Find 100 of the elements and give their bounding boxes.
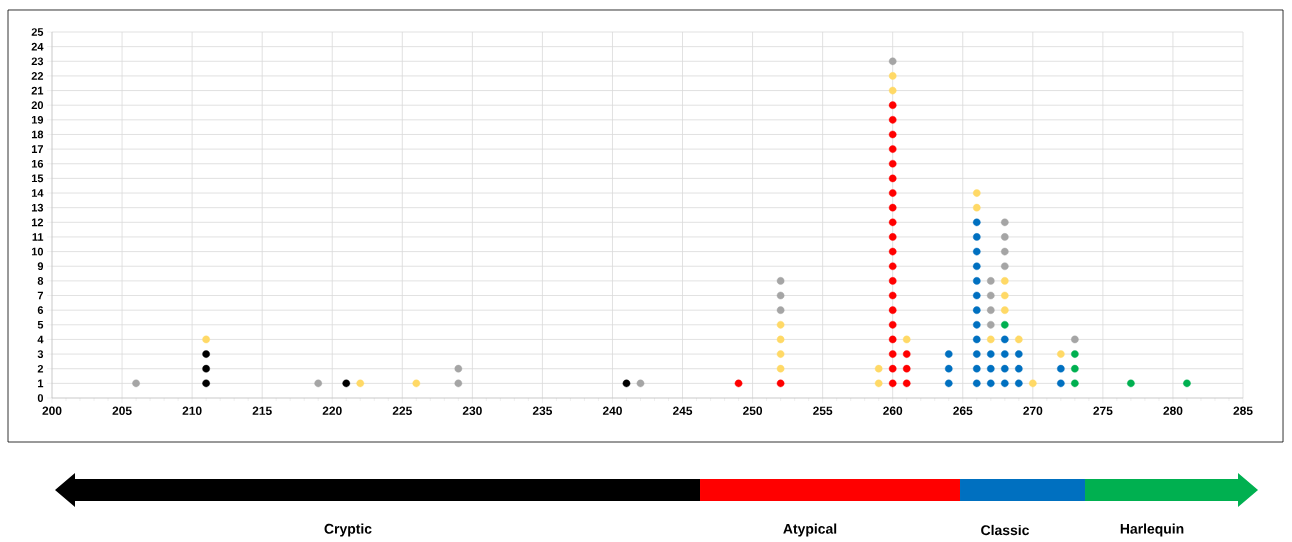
point	[1001, 233, 1009, 241]
point	[202, 350, 210, 358]
point	[888, 277, 897, 285]
point	[1015, 350, 1023, 358]
point	[986, 277, 995, 285]
x-tick-label: 220	[322, 406, 342, 415]
point	[454, 379, 463, 388]
point	[888, 306, 897, 314]
point	[314, 379, 323, 388]
point	[888, 130, 897, 139]
point	[972, 233, 981, 241]
point	[902, 364, 911, 373]
point	[734, 379, 743, 388]
x-tick-label: 270	[1023, 406, 1043, 415]
y-tick-label: 13	[31, 203, 44, 212]
point	[776, 379, 785, 388]
point	[972, 335, 981, 344]
point	[636, 379, 645, 388]
point	[986, 379, 995, 388]
x-tick-label: 255	[813, 406, 833, 415]
point	[986, 350, 995, 358]
x-tick-label: 280	[1163, 406, 1183, 415]
point	[972, 306, 981, 314]
point	[888, 101, 897, 109]
y-tick-label: 22	[31, 72, 44, 80]
point	[888, 335, 897, 344]
point	[356, 379, 365, 388]
point	[972, 262, 981, 271]
point	[202, 364, 210, 373]
point	[1015, 335, 1023, 344]
point	[888, 189, 897, 197]
point	[1001, 350, 1009, 358]
text: Cryptic	[324, 523, 372, 537]
point	[776, 306, 785, 314]
point	[1071, 350, 1079, 358]
point	[1001, 364, 1009, 373]
point	[972, 247, 981, 256]
y-tick-label: 12	[31, 218, 44, 227]
point	[944, 379, 953, 388]
point	[972, 218, 981, 227]
y-tick-label: 0	[37, 394, 44, 402]
point	[454, 364, 463, 373]
point	[986, 335, 995, 344]
point	[1127, 379, 1135, 388]
point	[1071, 364, 1079, 373]
point	[888, 86, 897, 95]
x-tick-label: 285	[1233, 406, 1253, 415]
point	[972, 203, 981, 212]
y-tick-label: 2	[37, 364, 44, 373]
y-tick-label: 21	[31, 86, 44, 95]
point	[888, 291, 897, 300]
y-tick-label: 14	[31, 189, 44, 197]
point	[776, 321, 785, 329]
point	[888, 203, 897, 212]
text: Classic	[981, 524, 1030, 536]
y-tick-label: 23	[31, 57, 44, 66]
point	[888, 247, 897, 256]
point	[1057, 379, 1065, 388]
point	[132, 379, 140, 388]
point	[874, 379, 883, 388]
point	[1001, 277, 1009, 285]
point	[888, 364, 897, 373]
point	[972, 291, 981, 300]
point	[1057, 364, 1065, 373]
x-tick-label: 250	[743, 406, 763, 415]
point	[888, 321, 897, 329]
point	[986, 321, 995, 329]
point	[202, 379, 210, 388]
point	[888, 350, 897, 358]
point	[1015, 379, 1023, 388]
point	[888, 218, 897, 227]
x-tick-label: 245	[672, 406, 693, 415]
point	[888, 233, 897, 241]
x-tick-label: 230	[462, 406, 482, 416]
y-tick-label: 17	[31, 145, 43, 153]
point	[888, 262, 897, 271]
point	[1001, 218, 1009, 227]
x-tick-label: 240	[602, 406, 622, 415]
y-tick-label: 5	[37, 320, 44, 329]
x-tick-label: 200	[42, 406, 62, 415]
point	[888, 57, 897, 66]
point	[1029, 379, 1037, 388]
point	[776, 335, 785, 344]
point	[202, 335, 210, 344]
point	[902, 350, 911, 358]
point	[888, 379, 897, 388]
y-tick-label: 10	[31, 247, 44, 256]
y-tick-label: 1	[38, 379, 44, 388]
point	[972, 321, 981, 329]
point	[1183, 379, 1191, 388]
x-tick-label: 205	[112, 406, 132, 415]
point	[888, 116, 897, 124]
point	[972, 364, 981, 373]
point	[1001, 335, 1009, 344]
point	[986, 291, 995, 300]
point	[986, 364, 995, 373]
point	[888, 145, 897, 153]
text: Harlequin	[1120, 523, 1184, 537]
y-tick-label: 25	[31, 28, 44, 36]
point	[986, 306, 995, 314]
